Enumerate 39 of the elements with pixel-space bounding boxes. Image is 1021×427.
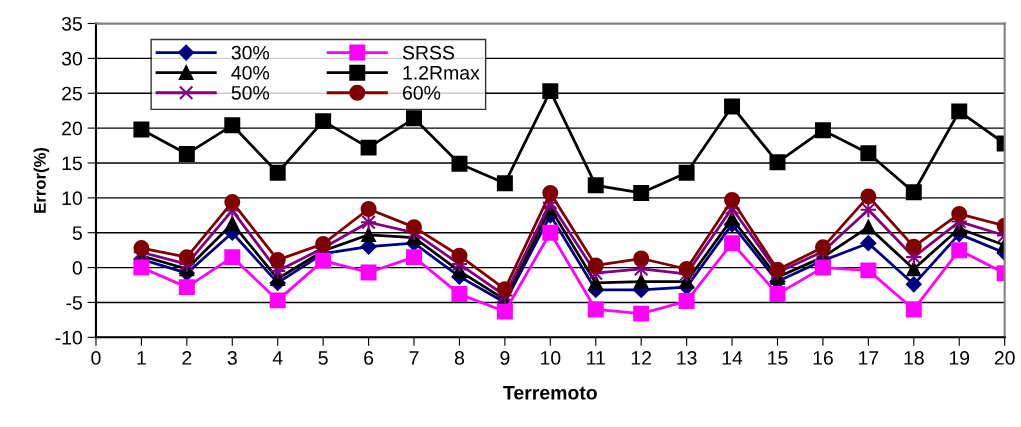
x-tick-label: 3: [227, 351, 237, 365]
x-tick-label: 19: [949, 351, 970, 365]
x-tick-label: 16: [813, 351, 833, 365]
x-tick-label: 7: [409, 351, 419, 365]
legend-label: 1.2Rmax: [403, 65, 480, 80]
x-tick-label: 17: [859, 351, 879, 365]
x-tick-label: 14: [722, 351, 743, 365]
x-tick-label: 1: [137, 351, 146, 365]
x-tick-label: 8: [454, 351, 465, 365]
x-tick-label: 6: [364, 351, 374, 365]
y-tick-label: 35: [61, 16, 82, 31]
x-tick-label: 11: [587, 351, 605, 365]
y-tick-label: 20: [62, 121, 83, 136]
x-tick-label: 10: [540, 351, 561, 365]
legend-label: 30%: [231, 45, 270, 60]
y-tick-label: 0: [72, 261, 83, 275]
legend-label: 50%: [231, 85, 270, 100]
legend-label: SRSS: [402, 45, 455, 60]
x-tick-label: 0: [91, 351, 101, 365]
x-tick-label: 4: [272, 351, 283, 365]
x-tick-label: 15: [768, 351, 788, 365]
x-tick-label: 5: [318, 351, 328, 365]
y-axis-title: Error(%): [33, 147, 50, 213]
y-tick-label: 30: [61, 51, 83, 66]
legend-label: 40%: [231, 65, 270, 80]
x-tick-label: 20: [994, 351, 1015, 365]
y-tick-label: -10: [55, 330, 83, 345]
x-tick-label: 2: [182, 351, 192, 365]
y-tick-label: -5: [66, 296, 82, 310]
x-tick-label: 13: [677, 351, 697, 365]
y-tick-label: 15: [62, 156, 82, 171]
x-tick-label: 9: [500, 351, 510, 365]
x-tick-label: 12: [631, 351, 652, 365]
x-tick-label: 18: [904, 351, 924, 365]
legend-label: 60%: [402, 85, 441, 100]
y-tick-label: 25: [62, 86, 82, 101]
x-axis-title: Terremoto: [503, 386, 597, 400]
y-tick-label: 5: [72, 226, 82, 240]
y-tick-label: 10: [62, 191, 83, 206]
